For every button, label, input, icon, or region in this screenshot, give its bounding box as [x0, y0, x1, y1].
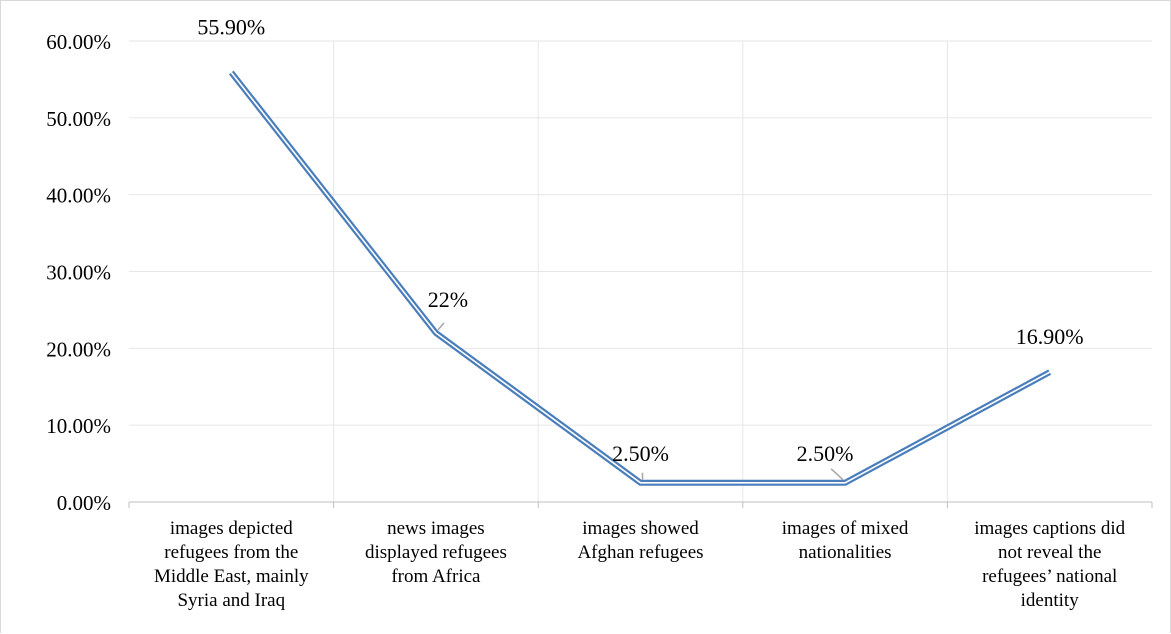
y-tick-label: 30.00%	[46, 261, 111, 285]
axes	[128, 501, 1153, 508]
x-category-label: images of mixed nationalities	[782, 518, 909, 563]
series-line-outer	[228, 70, 1052, 486]
y-tick-label: 10.00%	[46, 414, 111, 438]
y-axis-tick-labels: 0.00% 10.00% 20.00% 30.00% 40.00% 50.00% 60.00…	[46, 30, 111, 515]
y-tick-label: 60.00%	[46, 30, 111, 54]
y-tick-label: 20.00%	[46, 337, 111, 361]
x-category-label: images depicted refugees from the Middle E…	[154, 518, 309, 611]
label-leader-line	[830, 468, 844, 481]
data-labels: 55.90% 22% 2.50% 2.50% 16.90%	[197, 15, 1083, 466]
y-tick-label: 50.00%	[46, 107, 111, 131]
label-leader-line	[437, 322, 445, 331]
y-tick-label: 40.00%	[46, 184, 111, 208]
data-label: 2.50%	[797, 441, 854, 466]
data-label: 22%	[428, 287, 468, 312]
data-label: 2.50%	[612, 441, 669, 466]
series-line	[228, 70, 1052, 486]
x-category-label: news images displayed refugees from Africa	[365, 518, 507, 587]
gridlines	[129, 40, 1152, 502]
x-category-label: images showed Afghan refugees	[577, 518, 703, 563]
y-tick-label: 0.00%	[57, 491, 111, 515]
x-category-label: images captions did not reveal the refugee…	[974, 518, 1125, 611]
data-label: 55.90%	[197, 15, 265, 40]
x-axis-category-labels: images depicted refugees from the Middle E…	[154, 518, 1126, 611]
series-line-inner	[230, 72, 1051, 484]
label-leader-lines	[437, 322, 844, 481]
data-label: 16.90%	[1016, 324, 1084, 349]
